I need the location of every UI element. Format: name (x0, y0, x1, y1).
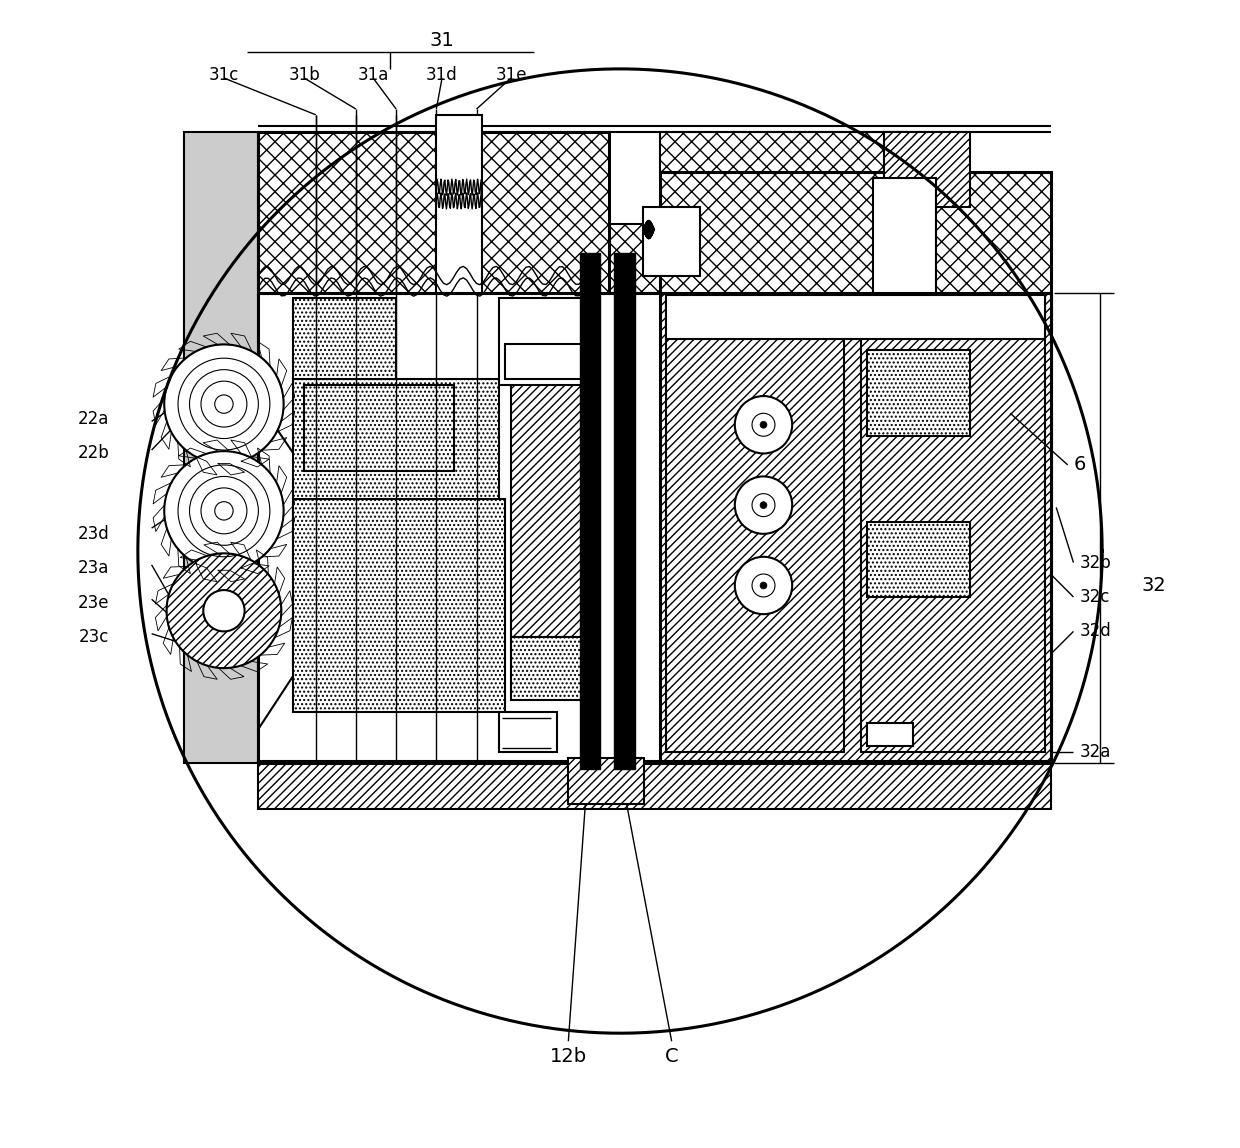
Bar (511, 356, 596, 637)
Circle shape (164, 451, 284, 571)
Bar (500, 712, 557, 752)
Text: 32: 32 (1142, 576, 1166, 595)
Circle shape (215, 502, 233, 520)
Polygon shape (258, 402, 367, 729)
Bar (660, 172, 1050, 293)
Text: 31b: 31b (289, 65, 320, 84)
Circle shape (751, 494, 775, 517)
Bar (293, 499, 505, 712)
Bar (644, 207, 701, 276)
Bar (580, 253, 600, 769)
Bar (660, 293, 1050, 763)
Text: 31a: 31a (357, 65, 389, 84)
Bar (184, 132, 258, 763)
Bar (500, 298, 596, 385)
Circle shape (215, 395, 233, 413)
Bar (258, 224, 1050, 293)
Text: C: C (665, 1047, 678, 1065)
Bar (873, 178, 936, 293)
Text: 32c: 32c (1079, 588, 1110, 606)
Text: 23e: 23e (78, 594, 109, 612)
Bar (293, 298, 396, 379)
Bar (660, 132, 906, 172)
Circle shape (735, 476, 792, 534)
Bar (666, 298, 844, 752)
Text: 6: 6 (1074, 456, 1086, 474)
Text: 32a: 32a (1079, 743, 1111, 761)
Text: 23d: 23d (77, 525, 109, 543)
Text: 23c: 23c (79, 628, 109, 646)
Circle shape (760, 502, 768, 509)
Text: 32d: 32d (1079, 622, 1111, 641)
Text: 31c: 31c (208, 65, 239, 84)
Bar (568, 758, 644, 804)
Circle shape (751, 413, 775, 436)
Circle shape (735, 396, 792, 453)
Bar (666, 295, 1045, 339)
Text: 31d: 31d (427, 65, 458, 84)
Circle shape (735, 557, 792, 614)
Circle shape (203, 590, 244, 631)
Bar (258, 132, 609, 293)
Bar (505, 344, 585, 379)
Bar (867, 350, 970, 436)
Text: 32b: 32b (1079, 553, 1111, 572)
Circle shape (164, 344, 284, 464)
Bar (867, 522, 970, 597)
Circle shape (760, 582, 768, 589)
Bar (867, 723, 913, 746)
Bar (861, 298, 1045, 752)
Circle shape (751, 574, 775, 597)
Bar (293, 379, 500, 666)
Bar (614, 253, 635, 769)
Bar (258, 761, 1050, 809)
Circle shape (760, 421, 768, 428)
Text: 22b: 22b (77, 444, 109, 463)
Text: 12b: 12b (549, 1047, 587, 1065)
Text: 31e: 31e (495, 65, 527, 84)
Text: 31: 31 (430, 31, 454, 49)
Bar (304, 385, 454, 471)
Text: 23a: 23a (78, 559, 109, 577)
Bar (511, 637, 596, 700)
Bar (884, 132, 970, 207)
Bar (436, 115, 482, 293)
Circle shape (166, 553, 281, 668)
Text: 22a: 22a (78, 410, 109, 428)
